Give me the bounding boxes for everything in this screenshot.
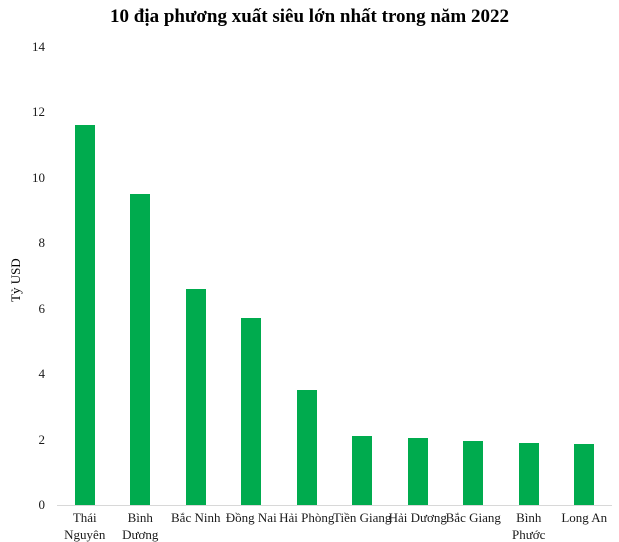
chart-title: 10 địa phương xuất siêu lớn nhất trong n… (110, 6, 509, 27)
y-tick-label: 14 (32, 38, 45, 54)
y-tick-label: 6 (38, 300, 46, 316)
bar-tiền-giang (352, 436, 373, 505)
bar-long-an (574, 444, 595, 505)
x-tick-label: Đồng Nai (225, 510, 277, 525)
y-tick-label: 8 (38, 235, 46, 250)
y-tick-label: 10 (32, 169, 45, 185)
y-tick-label: 4 (38, 366, 46, 381)
x-tick-label: Bình Phước (512, 510, 546, 542)
x-tick-label: Bình Dương (122, 510, 159, 542)
x-tick-label: Hải Dương (388, 510, 447, 525)
y-tick-label: 0 (38, 497, 46, 512)
bar-bắc-ninh (185, 288, 206, 505)
y-tick-label: 2 (38, 431, 46, 447)
bar-thái-nguyên (74, 125, 95, 505)
x-tick-label: Long An (561, 510, 608, 525)
bar-hải-dương (407, 437, 428, 505)
x-tick-label: Bắc Ninh (171, 510, 221, 525)
x-tick-label: Thái Nguyên (64, 510, 106, 542)
x-tick-label: Bắc Giang (445, 510, 501, 525)
y-tick-label: 12 (32, 104, 45, 119)
bar-bắc-giang (463, 441, 484, 505)
x-tick-label: Tiền Giang (333, 510, 392, 525)
x-tick-label: Hải Phòng (279, 510, 335, 525)
bar-bình-phước (518, 442, 539, 505)
x-axis-line (57, 505, 612, 506)
bar-đồng-nai (241, 318, 262, 505)
bar-hải-phòng (296, 390, 317, 505)
bar-bình-dương (130, 193, 151, 505)
